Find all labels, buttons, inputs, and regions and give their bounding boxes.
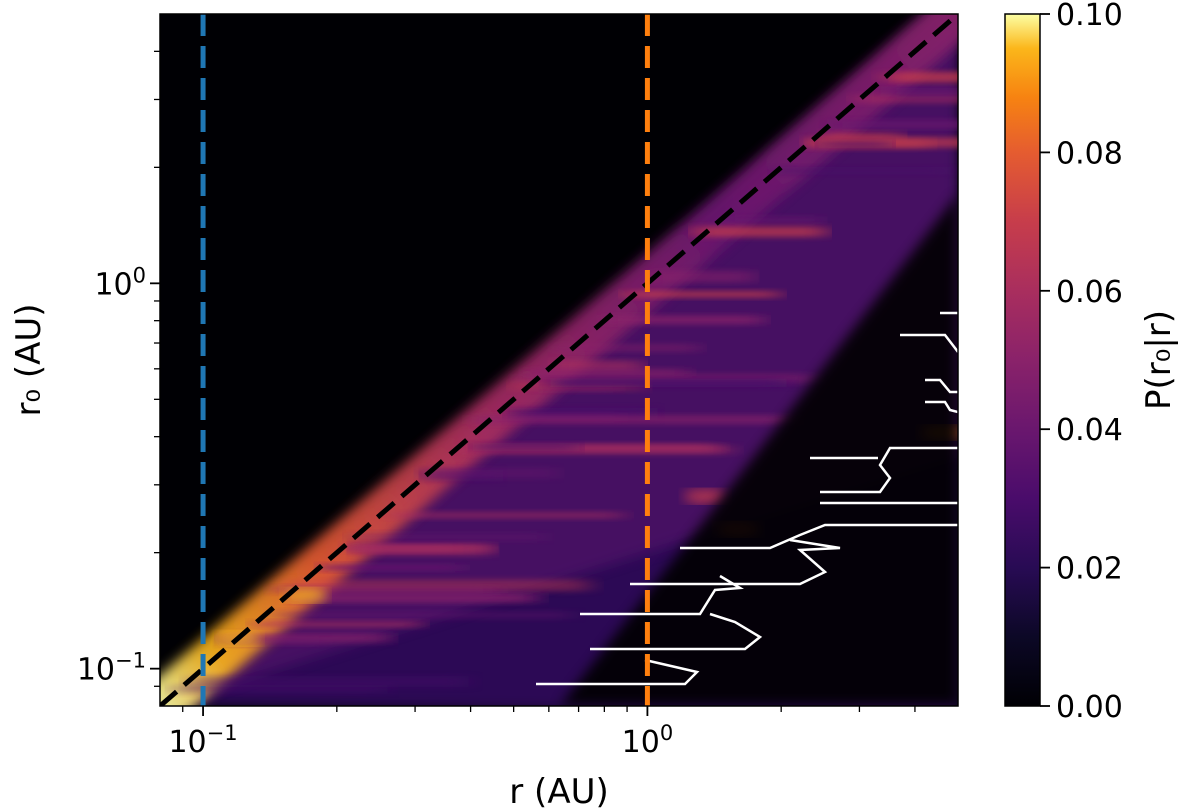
heatmap-streak (277, 611, 571, 619)
heatmap-streak (391, 512, 623, 519)
contour-segment (820, 446, 958, 494)
heatmap-streak (694, 226, 826, 238)
heatmap-streak (509, 408, 658, 420)
heatmap-streak (834, 119, 958, 130)
heatmap-streak (192, 676, 469, 688)
heatmap-streak (818, 139, 893, 148)
colorbar-label: P(r₀|r) (1139, 310, 1179, 410)
colorbar-tick-label: 0.08 (1056, 136, 1123, 171)
heatmap-streak (649, 270, 755, 283)
colorbar-gradient (1004, 13, 1041, 707)
contour-segment (590, 612, 763, 651)
heatmap-streak (555, 343, 700, 352)
heatmap-streak (295, 592, 537, 603)
x-tick-label: 10−1 (168, 721, 237, 760)
diagonal-reference-line (160, 14, 958, 706)
heatmap-streak (473, 442, 580, 451)
x-axis-label: r (AU) (509, 772, 608, 812)
heatmap-streak (526, 368, 688, 376)
heatmap-streak (420, 467, 558, 479)
contour-segment (536, 658, 700, 686)
contour-segment (925, 400, 958, 414)
heatmap-dark-region (560, 194, 958, 706)
heatmap-streak (253, 621, 422, 628)
heatmap-plot-area (159, 13, 959, 707)
y-tick-label: 100 (94, 263, 146, 302)
x-tick-label: 100 (622, 721, 674, 760)
colorbar-tick-label: 0.04 (1056, 413, 1123, 448)
heatmap-streak (893, 72, 958, 83)
heatmap-streak (888, 86, 958, 97)
colorbar-ticks: 0.00 0.02 0.04 0.06 0.08 0.10 (1040, 0, 1123, 725)
x-axis-ticks: 10−1 100 (168, 706, 916, 760)
plot-frame (159, 13, 959, 707)
heatmap-streak (604, 315, 763, 325)
heatmap-streak (284, 579, 589, 592)
contour-segment (680, 523, 958, 550)
white-contour (536, 311, 958, 686)
y-axis-ticks: 10−1 100 (77, 50, 160, 688)
heatmap-streak (274, 586, 497, 594)
heatmap-bright-spot (683, 489, 728, 504)
contour-segment (925, 378, 958, 394)
heatmap-streak (727, 216, 823, 224)
contour-segment (900, 333, 958, 353)
y-tick-label: 10−1 (77, 649, 146, 688)
heatmap-streak (218, 637, 327, 646)
heatmap-streak (352, 544, 493, 556)
heatmap-streak (820, 132, 903, 140)
colorbar-tick-label: 0.00 (1056, 690, 1123, 725)
colorbar: 0.00 0.02 0.04 0.06 0.08 0.10 P(r₀|r) (1004, 0, 1179, 725)
colorbar-tick-label: 0.02 (1056, 552, 1123, 587)
heatmap-streak (320, 564, 463, 571)
colorbar-tick-label: 0.06 (1056, 275, 1123, 310)
heatmap-streak (467, 445, 731, 455)
colorbar-tick-label: 0.10 (1056, 0, 1123, 33)
heatmap-streak (854, 94, 958, 104)
y-axis-label: r₀ (AU) (9, 303, 49, 416)
contour-segment (630, 538, 841, 586)
heatmap-streak (552, 360, 644, 372)
heatmap-streak (352, 533, 545, 542)
heatmap-streak (550, 378, 787, 388)
heatmap-streak (175, 684, 388, 694)
heatmap-streak (625, 291, 780, 298)
heatmap-streak (475, 414, 789, 425)
heatmap-streak (776, 166, 951, 175)
reference-lines (160, 14, 958, 706)
